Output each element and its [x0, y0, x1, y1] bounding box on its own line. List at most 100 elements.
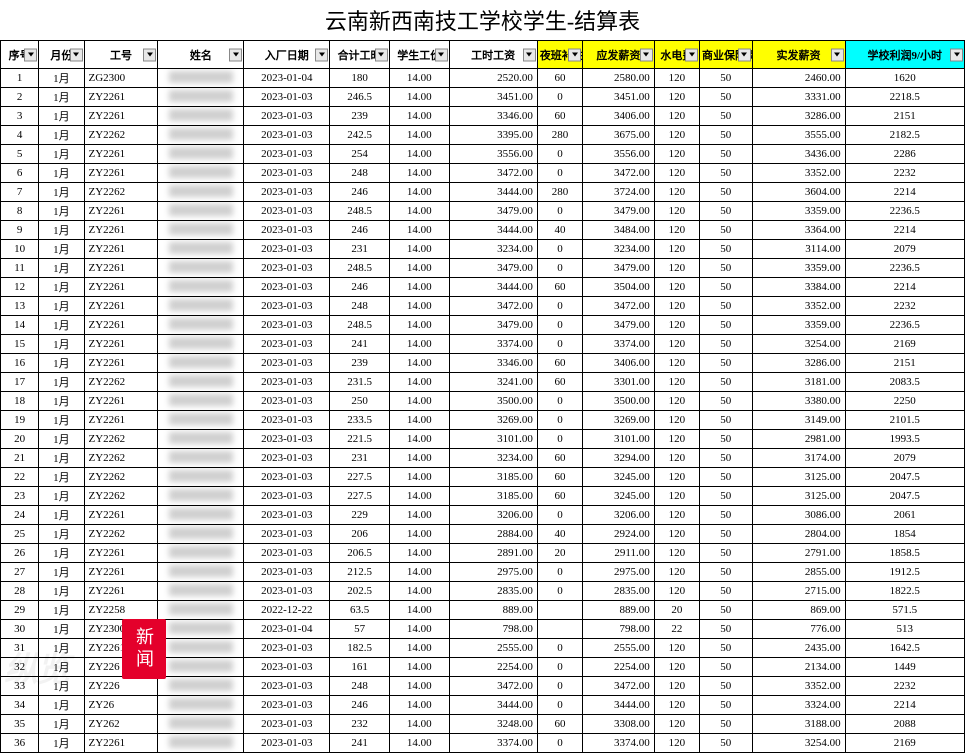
filter-dropdown-icon[interactable]	[24, 48, 37, 61]
filter-dropdown-icon[interactable]	[568, 48, 581, 61]
column-header[interactable]: 实发薪资	[752, 41, 845, 69]
cell-name	[158, 601, 244, 620]
cell-utility: 120	[654, 183, 699, 202]
cell-due: 3472.00	[583, 297, 655, 316]
cell-profit: 1822.5	[845, 582, 964, 601]
filter-dropdown-icon[interactable]	[315, 48, 328, 61]
cell-night: 0	[537, 696, 582, 715]
cell-due: 3675.00	[583, 126, 655, 145]
column-header[interactable]: 序号	[1, 41, 39, 69]
cell-worker-id: ZY2261	[84, 297, 158, 316]
cell-paid: 3286.00	[752, 354, 845, 373]
cell-seq: 16	[1, 354, 39, 373]
table-row: 111月ZY22612023-01-03248.514.003479.00034…	[1, 259, 965, 278]
cell-wage: 3444.00	[449, 183, 537, 202]
cell-rate: 14.00	[389, 88, 449, 107]
cell-hours: 63.5	[330, 601, 390, 620]
cell-utility: 120	[654, 715, 699, 734]
cell-worker-id: ZY2261	[84, 278, 158, 297]
column-header[interactable]: 应发薪资	[583, 41, 655, 69]
table-row: 191月ZY22612023-01-03233.514.003269.00032…	[1, 411, 965, 430]
cell-name	[158, 430, 244, 449]
filter-dropdown-icon[interactable]	[375, 48, 388, 61]
cell-paid: 3324.00	[752, 696, 845, 715]
censored-name	[169, 356, 234, 368]
cell-wage: 3472.00	[449, 164, 537, 183]
cell-rate: 14.00	[389, 506, 449, 525]
column-header[interactable]: 学生工价	[389, 41, 449, 69]
cell-night: 60	[537, 354, 582, 373]
cell-due: 3484.00	[583, 221, 655, 240]
column-header[interactable]: 商业保险费	[700, 41, 752, 69]
cell-profit: 2151	[845, 354, 964, 373]
cell-hours: 248	[330, 164, 390, 183]
cell-name	[158, 202, 244, 221]
column-header-label: 实发薪资	[777, 50, 821, 62]
cell-insurance: 50	[700, 430, 752, 449]
cell-seq: 19	[1, 411, 39, 430]
cell-insurance: 50	[700, 601, 752, 620]
filter-dropdown-icon[interactable]	[685, 48, 698, 61]
cell-profit: 2151	[845, 107, 964, 126]
column-header[interactable]: 学校利润9/小时	[845, 41, 964, 69]
table-row: 141月ZY22612023-01-03248.514.003479.00034…	[1, 316, 965, 335]
censored-name	[169, 546, 234, 558]
column-header[interactable]: 工号	[84, 41, 158, 69]
filter-dropdown-icon[interactable]	[640, 48, 653, 61]
cell-wage: 3472.00	[449, 297, 537, 316]
filter-dropdown-icon[interactable]	[229, 48, 242, 61]
cell-rate: 14.00	[389, 240, 449, 259]
cell-utility: 120	[654, 278, 699, 297]
filter-dropdown-icon[interactable]	[435, 48, 448, 61]
cell-insurance: 50	[700, 639, 752, 658]
column-header[interactable]: 姓名	[158, 41, 244, 69]
cell-seq: 24	[1, 506, 39, 525]
cell-hours: 248	[330, 677, 390, 696]
cell-paid: 2715.00	[752, 582, 845, 601]
cell-night: 60	[537, 278, 582, 297]
filter-dropdown-icon[interactable]	[523, 48, 536, 61]
column-header[interactable]: 水电费	[654, 41, 699, 69]
filter-dropdown-icon[interactable]	[950, 48, 963, 61]
cell-rate: 14.00	[389, 544, 449, 563]
cell-worker-id: ZY2261	[84, 107, 158, 126]
cell-insurance: 50	[700, 278, 752, 297]
column-header[interactable]: 夜班补贴	[537, 41, 582, 69]
filter-dropdown-icon[interactable]	[738, 48, 751, 61]
cell-due: 3504.00	[583, 278, 655, 297]
censored-name	[169, 470, 234, 482]
censored-name	[169, 280, 234, 292]
cell-hours: 250	[330, 392, 390, 411]
censored-name	[169, 717, 234, 729]
censored-name	[169, 432, 234, 444]
censored-name	[169, 147, 234, 159]
cell-utility: 120	[654, 221, 699, 240]
cell-hours: 248.5	[330, 202, 390, 221]
cell-rate: 14.00	[389, 563, 449, 582]
column-header[interactable]: 月份	[39, 41, 84, 69]
table-row: 151月ZY22612023-01-0324114.003374.0003374…	[1, 335, 965, 354]
column-header[interactable]: 合计工时	[330, 41, 390, 69]
cell-rate: 14.00	[389, 183, 449, 202]
table-row: 351月ZY2622023-01-0323214.003248.00603308…	[1, 715, 965, 734]
cell-insurance: 50	[700, 411, 752, 430]
filter-dropdown-icon[interactable]	[831, 48, 844, 61]
column-header[interactable]: 工时工资	[449, 41, 537, 69]
cell-rate: 14.00	[389, 601, 449, 620]
cell-insurance: 50	[700, 373, 752, 392]
cell-seq: 6	[1, 164, 39, 183]
cell-date: 2023-01-03	[244, 582, 330, 601]
cell-date: 2023-01-03	[244, 658, 330, 677]
cell-insurance: 50	[700, 240, 752, 259]
cell-due: 3479.00	[583, 202, 655, 221]
cell-hours: 227.5	[330, 487, 390, 506]
filter-dropdown-icon[interactable]	[143, 48, 156, 61]
filter-dropdown-icon[interactable]	[70, 48, 83, 61]
cell-due: 2555.00	[583, 639, 655, 658]
column-header[interactable]: 入厂日期	[244, 41, 330, 69]
cell-wage: 3234.00	[449, 240, 537, 259]
cell-date: 2023-01-03	[244, 563, 330, 582]
cell-rate: 14.00	[389, 715, 449, 734]
cell-name	[158, 411, 244, 430]
cell-paid: 3364.00	[752, 221, 845, 240]
